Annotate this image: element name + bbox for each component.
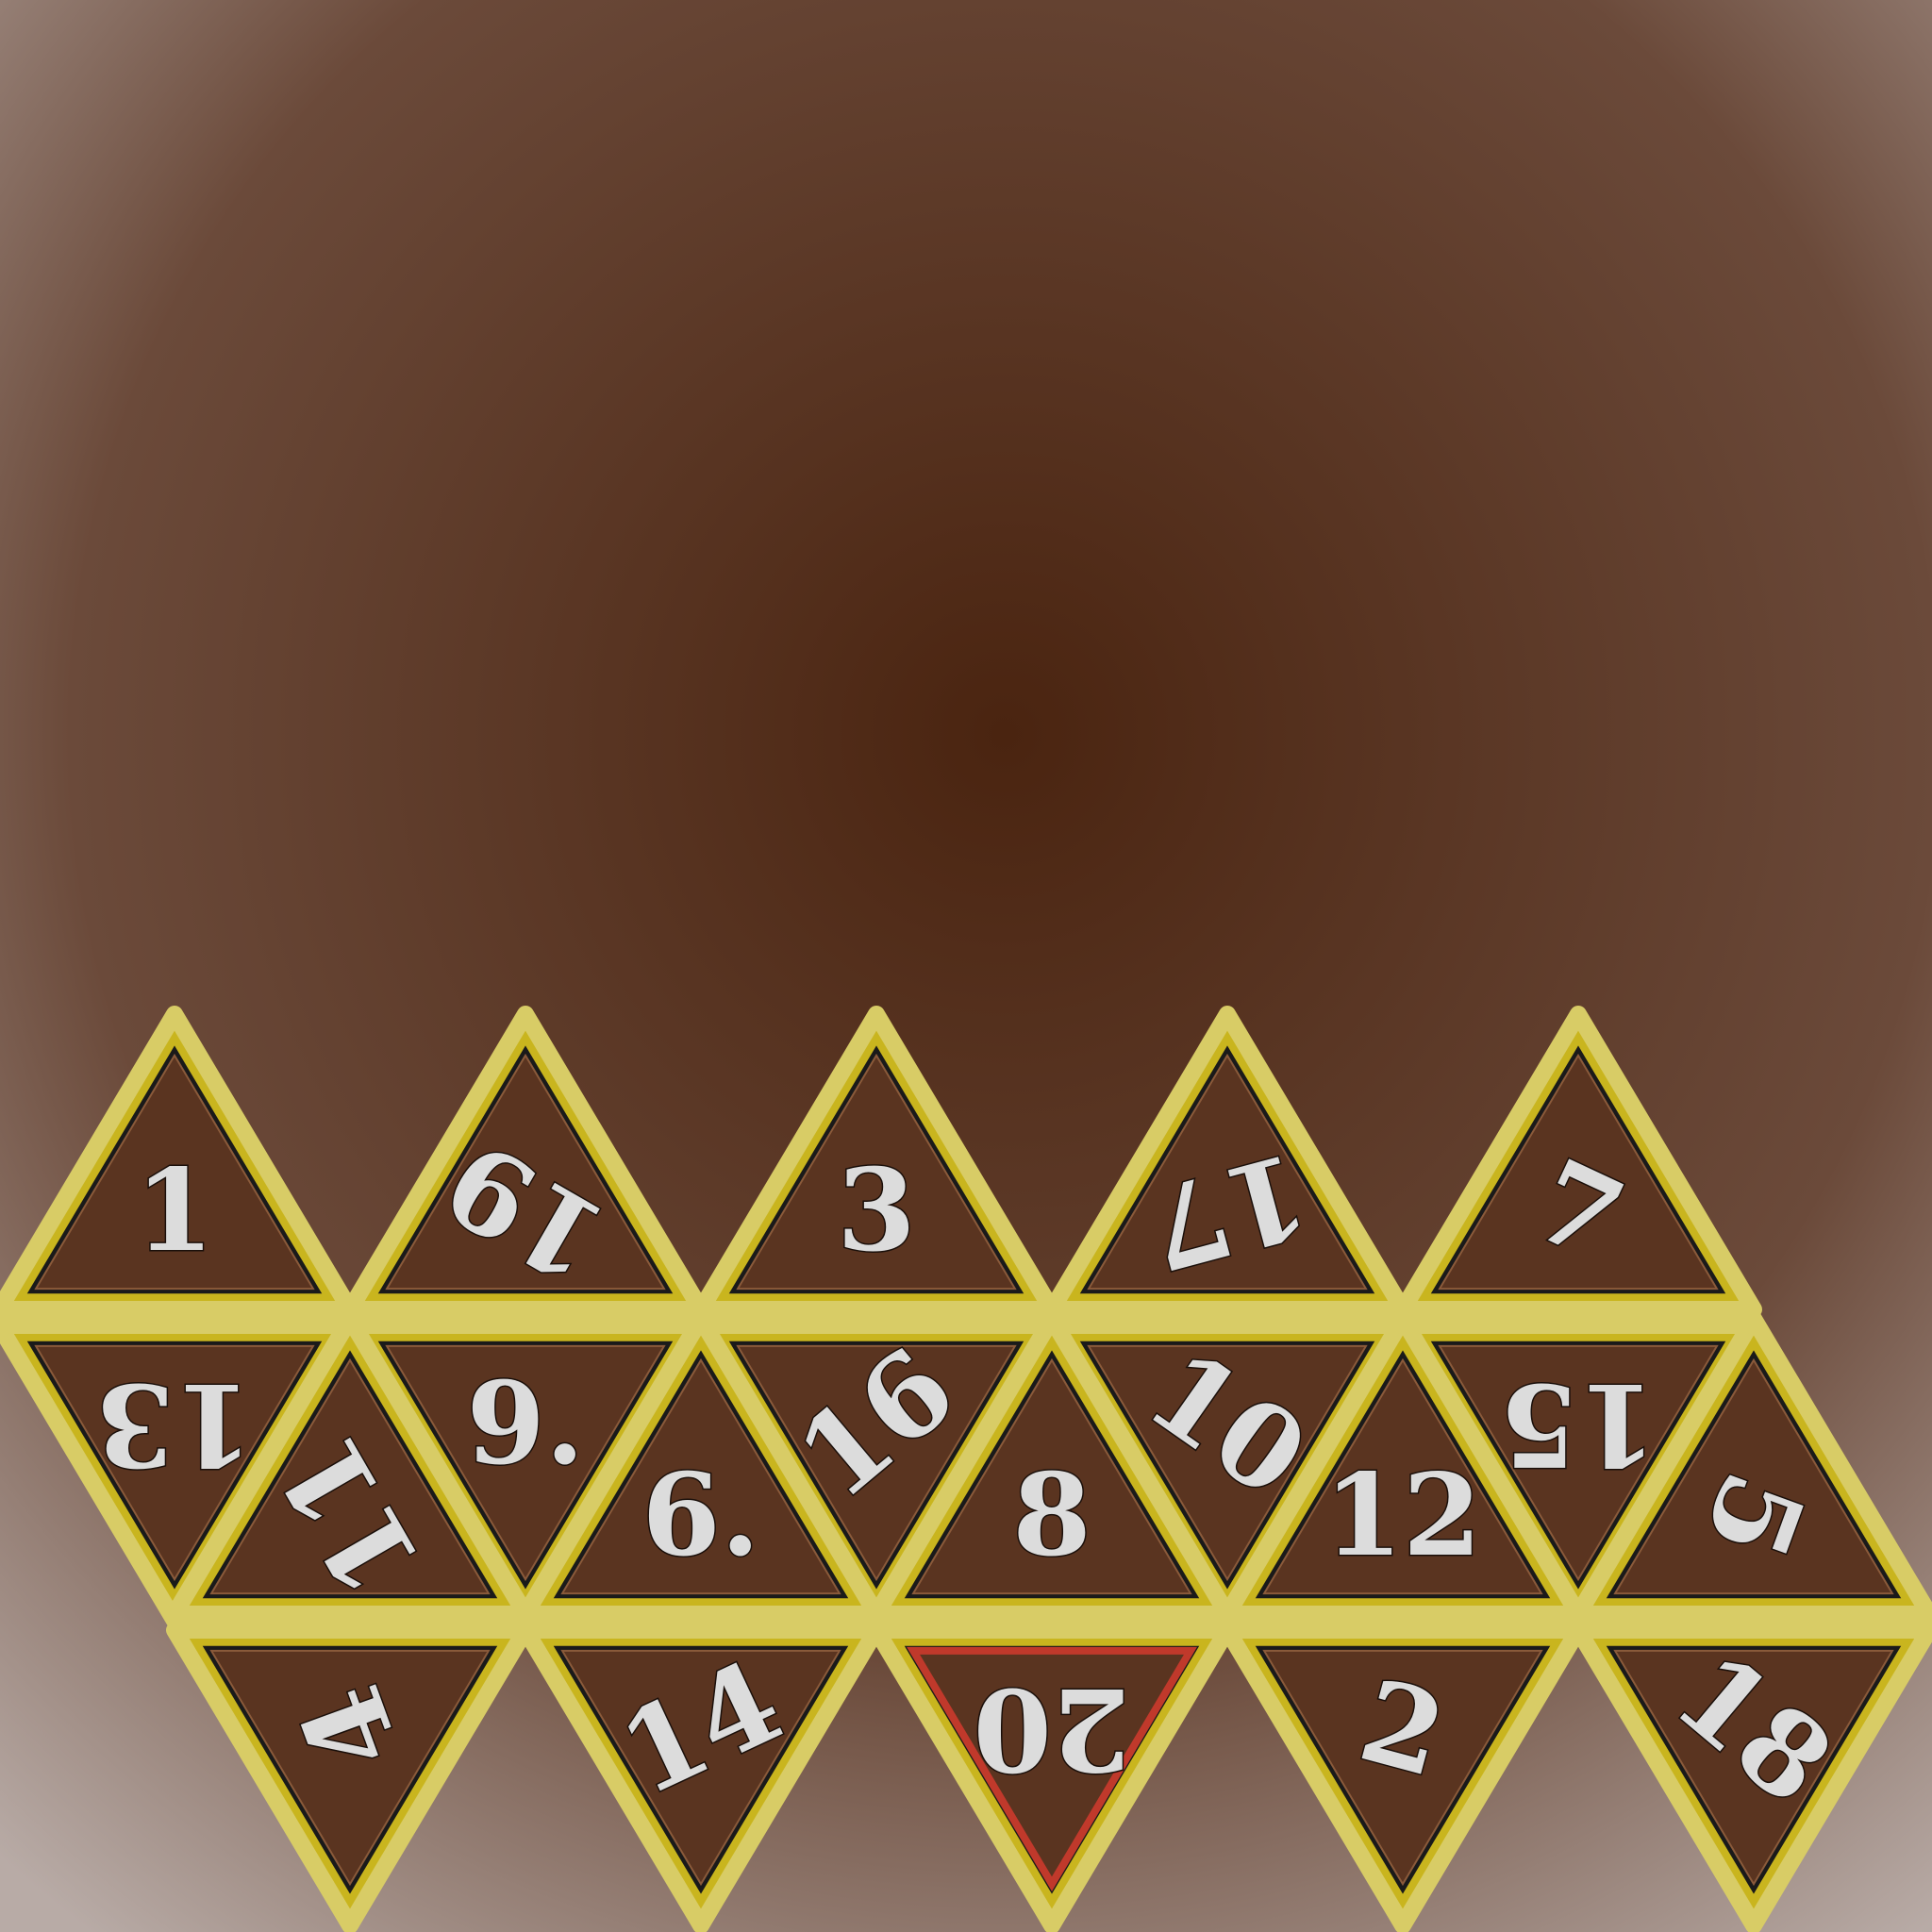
face-fill [34,1344,315,1582]
face-fill [385,1053,666,1291]
face-number: 6. [641,1449,759,1582]
d20-face-4: 4 [166,1622,534,1932]
d20-face-2: 2 [1219,1622,1587,1932]
d20-face-5: 5 [1570,1310,1932,1623]
face-fill [209,1357,491,1595]
face-fill [1262,1649,1543,1887]
face-fill [736,1344,1017,1582]
face-fill [1087,1053,1368,1291]
face-number: 20 [974,1662,1131,1795]
d20-face-15: 15 [1394,1317,1762,1629]
d20-face-8: 8 [868,1310,1236,1623]
face-fill [736,1053,1017,1291]
face-fill [1438,1344,1719,1582]
face-number: 9. [466,1357,584,1491]
d20-face-20: 20 [868,1622,1236,1932]
face-fill [1613,1357,1894,1595]
face-fill [560,1357,841,1595]
d20-face-9: 9. [341,1317,709,1629]
face-fill [209,1649,491,1887]
d20-face-1: 1 [0,1006,358,1318]
face-fill [911,1357,1192,1595]
face-fill [1087,1344,1368,1582]
face-fill [385,1344,666,1582]
d20-face-17: 17 [1043,1006,1411,1318]
d20-face-12: 12 [1219,1310,1587,1623]
d20-face-18: 18 [1570,1622,1932,1932]
face-fill [1613,1649,1894,1887]
d20-face-19: 19 [341,1006,709,1318]
face-fill [34,1053,315,1291]
face-number: 13 [96,1357,254,1491]
face-fill [1438,1053,1719,1291]
d20-face-10: 10 [1043,1317,1411,1629]
d20-face-3: 3 [692,1006,1060,1318]
face-number: 8 [1012,1449,1091,1582]
face-fill [1262,1357,1543,1595]
d20-face-7: 7 [1394,1006,1762,1318]
face-number: 3 [837,1144,916,1277]
face-number: 12 [1324,1449,1482,1582]
d20-face-13: 13 [0,1317,358,1629]
face-fill [560,1649,841,1887]
d20-face-11: 11 [166,1310,534,1623]
d20-face-14: 14 [517,1622,885,1932]
face-number: 1 [135,1144,214,1277]
face-highlight [907,1646,1197,1892]
face-number: 15 [1500,1357,1657,1491]
d20-face-6: 6. [517,1310,885,1623]
